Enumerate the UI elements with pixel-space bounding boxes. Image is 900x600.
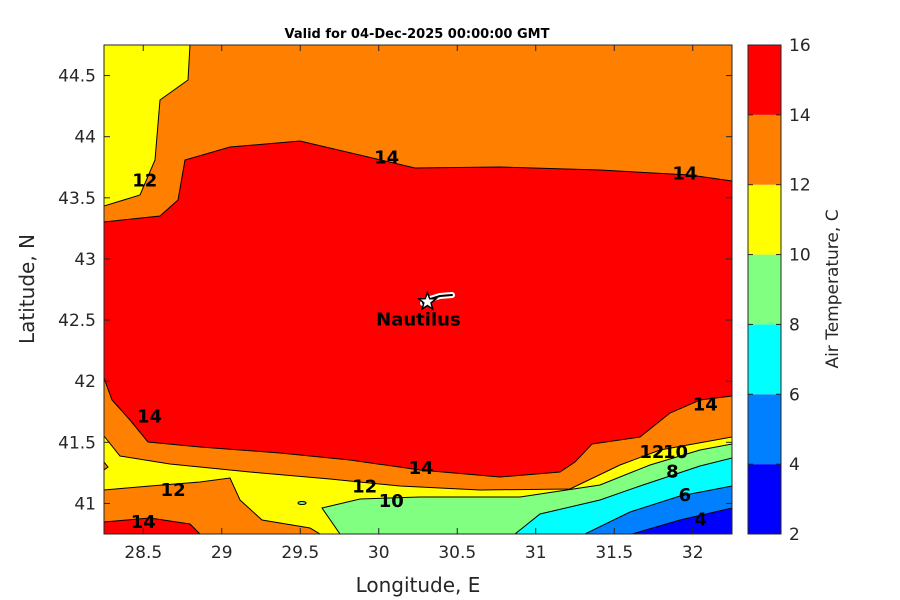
contour-label: 14 <box>374 147 399 168</box>
x-tick-label: 32 <box>682 543 704 563</box>
y-tick-label: 43 <box>74 250 96 270</box>
colorbar-segment <box>748 114 781 185</box>
colorbar-segment <box>748 254 781 325</box>
plot-frame <box>103 44 733 535</box>
colorbar-tick-label: 2 <box>789 525 800 545</box>
contour-label: 6 <box>679 485 692 506</box>
x-tick-label: 29.5 <box>281 543 319 563</box>
contour-label: 14 <box>693 394 718 415</box>
chart-title: Valid for 04-Dec-2025 00:00:00 GMT <box>285 27 550 42</box>
y-axis-label: Latitude, N <box>15 234 39 344</box>
colorbar-tick-label: 8 <box>789 315 800 335</box>
y-tick-label: 43.5 <box>58 189 96 209</box>
x-axis-ticks: 28.5 29 29.5 30 30.5 31 31.5 32 <box>124 45 704 563</box>
station-marker: Nautilus <box>376 290 461 331</box>
colorbar-tick-label: 6 <box>789 385 800 405</box>
colorbar-segment <box>748 184 781 255</box>
contour-label: 12 <box>161 480 186 501</box>
contour-label: 14 <box>672 163 697 184</box>
marker-label: Nautilus <box>376 310 461 331</box>
contour-label: 10 <box>663 442 688 463</box>
y-tick-label: 42.5 <box>58 311 96 331</box>
x-axis-label: Longitude, E <box>356 573 481 597</box>
x-tick-label: 31 <box>525 543 547 563</box>
region-12-14-north <box>104 45 732 223</box>
colorbar-tick-label: 14 <box>789 106 811 126</box>
region-14-16-southwest-edge <box>104 517 201 534</box>
region-2-4 <box>631 507 732 534</box>
contour-label: 12 <box>639 442 664 463</box>
contour-label: 12 <box>352 476 377 497</box>
x-tick-label: 30.5 <box>438 543 476 563</box>
x-tick-label: 29 <box>211 543 233 563</box>
colorbar-tick-label: 10 <box>789 246 811 266</box>
contour-label: 14 <box>409 458 434 479</box>
contour-label: 10 <box>379 491 404 512</box>
colorbar-segment <box>748 324 781 395</box>
region-10-12-northwest <box>104 45 191 207</box>
colorbar-segment <box>748 394 781 465</box>
y-tick-label: 42 <box>74 372 96 392</box>
colorbar-tick-label: 12 <box>789 176 811 196</box>
y-tick-label: 44 <box>74 128 96 148</box>
y-axis-ticks: 44.5 44 43.5 43 42.5 42 41.5 41 <box>58 67 732 514</box>
x-tick-label: 28.5 <box>124 543 162 563</box>
y-tick-label: 44.5 <box>58 67 96 87</box>
colorbar-label: Air Temperature, C <box>823 209 843 368</box>
colorbar-tick-label: 16 <box>789 36 811 56</box>
region-small-closed-contour <box>297 501 307 505</box>
x-tick-label: 30 <box>368 543 390 563</box>
colorbar: 16 14 12 10 8 6 4 2 <box>747 36 811 545</box>
contour-label: 14 <box>131 512 156 533</box>
contour-label: 4 <box>694 509 707 530</box>
x-tick-label: 31.5 <box>595 543 633 563</box>
colorbar-segment <box>748 45 781 115</box>
colorbar-frame <box>747 44 782 535</box>
contour-label: 8 <box>666 462 679 483</box>
contour-label: 12 <box>132 171 157 192</box>
star-icon <box>416 290 439 311</box>
region-west-edge-notch <box>104 461 109 471</box>
colorbar-tick-label: 4 <box>789 455 800 475</box>
contour-fill <box>104 45 732 534</box>
contour-label: 14 <box>137 407 162 428</box>
y-tick-label: 41 <box>74 494 96 514</box>
y-tick-label: 41.5 <box>58 433 96 453</box>
colorbar-segment <box>748 464 781 534</box>
